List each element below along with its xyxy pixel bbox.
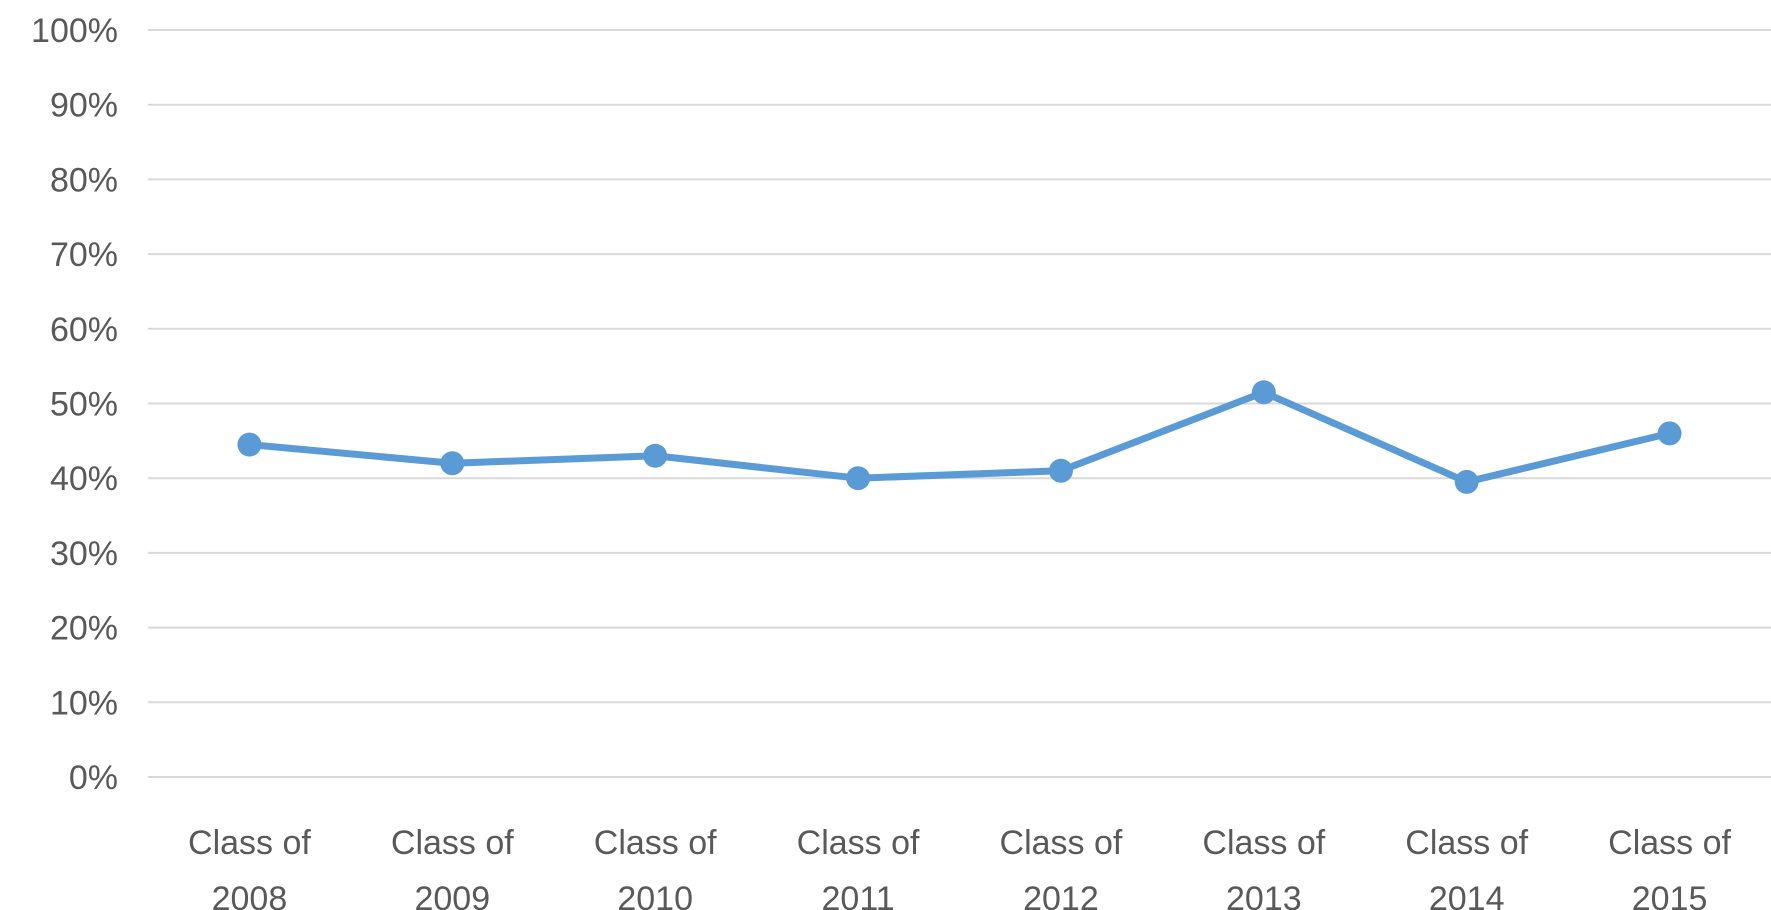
x-tick-label-line: 2008 (212, 880, 288, 910)
x-tick-label: Class of 2015 (1608, 824, 1731, 910)
y-tick-label: 20% (50, 610, 118, 648)
data-point (1454, 469, 1479, 494)
x-tick-label: Class of 2010 (594, 824, 717, 910)
x-tick-label: Class of 2013 (1202, 824, 1325, 910)
y-tick-label: 50% (50, 386, 118, 424)
series-line (245, 388, 1674, 486)
data-point (643, 443, 668, 468)
y-tick-label: 90% (50, 87, 118, 125)
y-tick-label: 30% (50, 535, 118, 573)
series-layer (237, 380, 1682, 494)
x-tick-label-line: Class of (1000, 824, 1123, 862)
x-tick-label-line: 2013 (1226, 880, 1302, 910)
x-tick-label-line: Class of (391, 824, 514, 862)
x-tick-label-line: Class of (797, 824, 920, 862)
x-tick-label-line: 2012 (1023, 880, 1099, 910)
data-point (440, 451, 465, 476)
y-tick-label: 60% (50, 311, 118, 349)
x-tick-label-line: 2015 (1632, 880, 1708, 910)
y-tick-label: 100% (31, 12, 118, 50)
x-tick-label: Class of 2011 (797, 824, 920, 910)
x-tick-label-line: Class of (188, 824, 311, 862)
y-tick-label: 80% (50, 161, 118, 199)
x-tick-label: Class of 2008 (188, 824, 311, 910)
gridlines (148, 29, 1771, 778)
x-tick-label-line: 2014 (1429, 880, 1505, 910)
x-tick-label-line: Class of (594, 824, 717, 862)
data-point (846, 466, 871, 491)
x-tick-label: Class of 2014 (1405, 824, 1528, 910)
x-tick-label-line: Class of (1405, 824, 1528, 862)
x-tick-label-line: Class of (1202, 824, 1325, 862)
x-tick-label-line: 2011 (822, 880, 895, 910)
data-point (1657, 421, 1682, 446)
y-tick-label: 40% (50, 460, 118, 498)
data-point (237, 432, 262, 457)
x-tick-label: Class of 2012 (1000, 824, 1123, 910)
data-point (1048, 458, 1073, 483)
data-point (1251, 380, 1276, 405)
x-tick-label-line: 2010 (617, 880, 693, 910)
x-tick-label: Class of 2009 (391, 824, 514, 910)
y-tick-label: 10% (50, 684, 118, 722)
y-tick-label: 70% (50, 236, 118, 274)
x-tick-label-line: 2009 (414, 880, 490, 910)
y-axis-ticks: 0% 10% 20% 30% 40% 50% 60% 70% 80% 90% 100% (31, 12, 118, 797)
y-tick-label: 0% (69, 759, 118, 797)
x-tick-label-line: Class of (1608, 824, 1731, 862)
